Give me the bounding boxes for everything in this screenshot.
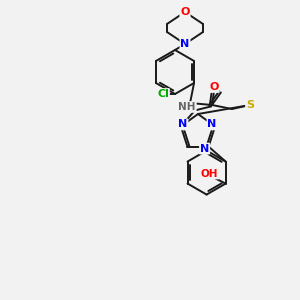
- Text: S: S: [246, 100, 254, 110]
- Text: N: N: [180, 39, 190, 49]
- Text: OH: OH: [201, 169, 218, 178]
- Text: O: O: [209, 82, 219, 92]
- Text: O: O: [180, 7, 190, 17]
- Text: N: N: [178, 119, 188, 129]
- Text: Cl: Cl: [157, 89, 169, 99]
- Text: N: N: [200, 144, 209, 154]
- Text: NH: NH: [178, 102, 196, 112]
- Text: N: N: [208, 119, 217, 129]
